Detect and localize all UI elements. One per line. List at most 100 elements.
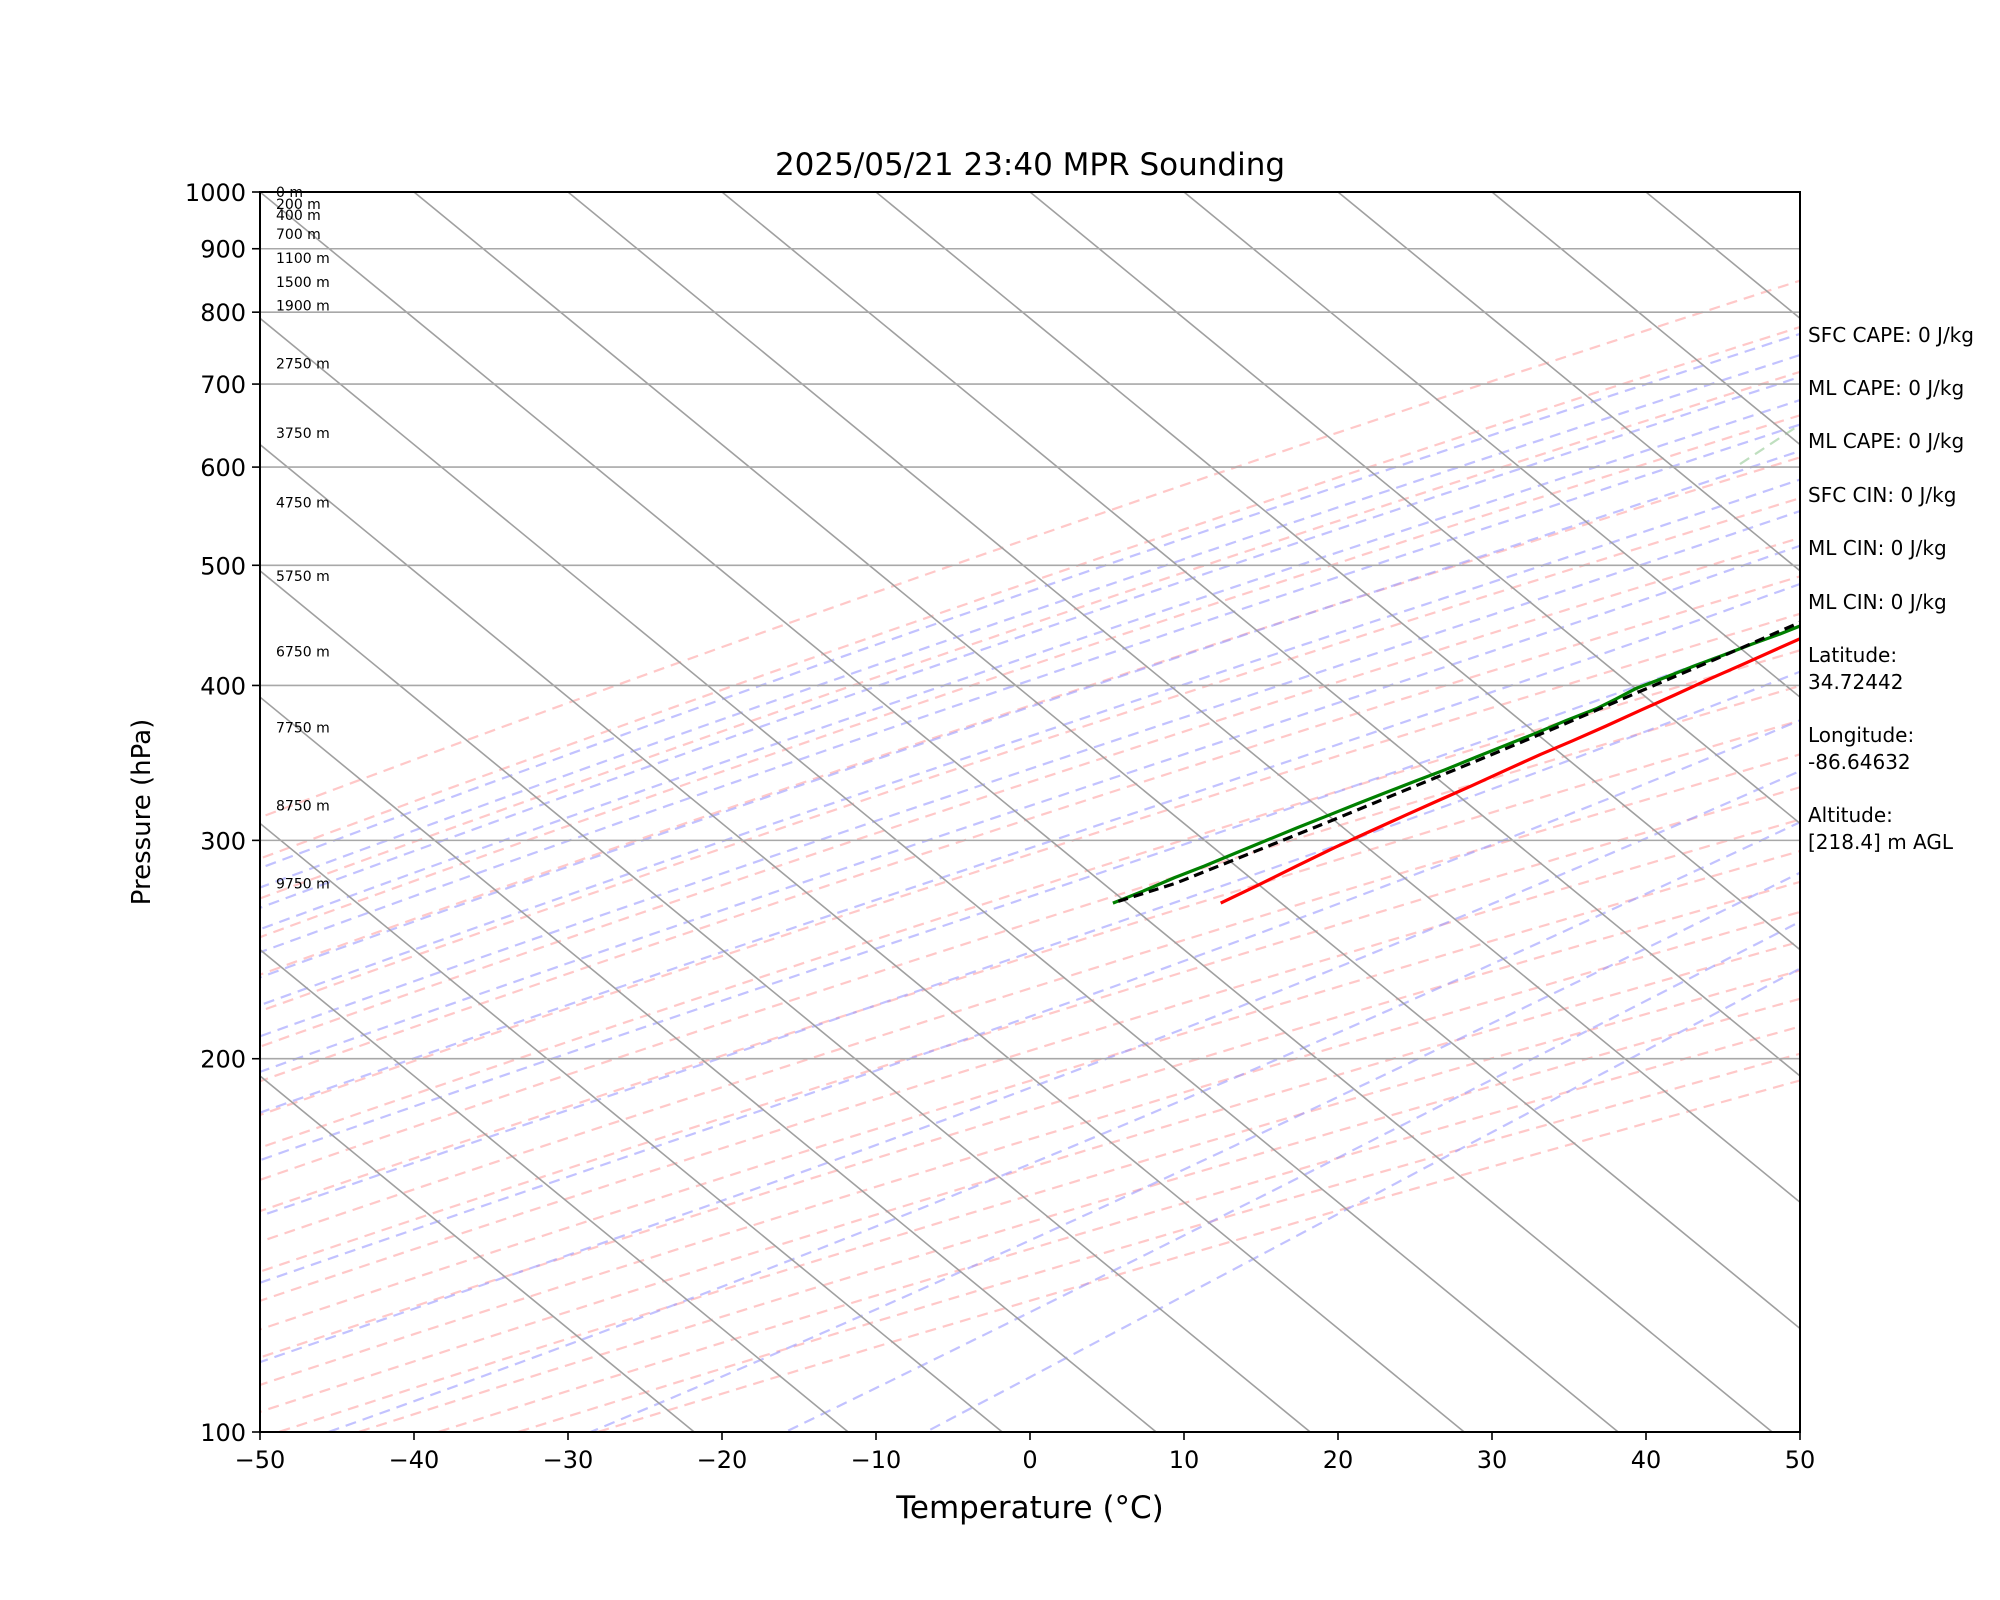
isotherm-line [260,822,1003,1432]
height-label: 2750 m [276,357,330,373]
x-tick-label: 0 [1022,1446,1037,1474]
index-entry: ML CAPE: 0 J/kg [1808,376,1965,400]
moist-adiabat-line [260,478,1800,1007]
dry-adiabat-line [260,456,1800,976]
isotherm-line [260,443,1465,1432]
moist-adiabat-line [260,332,1800,870]
moist-adiabat-line [260,769,1800,1364]
height-label: 9750 m [276,876,330,892]
index-entry: SFC CAPE: 0 J/kg [1808,323,1974,347]
height-label: 8750 m [276,799,330,815]
height-label: 200 m [276,197,321,213]
height-label: 7750 m [276,720,330,736]
height-label: 1900 m [276,298,330,314]
x-tick-label: 40 [1631,1446,1662,1474]
height-label: 5750 m [276,569,330,585]
y-tick-label: 1000 [185,179,246,207]
isotherm-line [567,192,1800,1204]
x-tick-label: −10 [851,1446,902,1474]
height-label: 400 m [276,208,321,224]
isotherm-line [1029,192,1800,825]
index-entry: Altitude: [218.4] m AGL [1808,803,1954,854]
isotherms [260,192,1800,1432]
isotherm-line [413,192,1800,1330]
y-axis-label: Pressure (hPa) [127,719,157,906]
series-line-2 [1112,620,1800,905]
index-entry: SFC CIN: 0 J/kg [1808,483,1957,507]
moist-adiabat-line [260,353,1800,889]
index-entry: ML CAPE: 0 J/kg [1808,429,1965,453]
dry-adiabat-line [260,575,1800,1083]
index-entry: ML CIN: 0 J/kg [1808,536,1947,560]
y-tick-label: 500 [200,552,246,580]
x-tick-label: −50 [235,1446,286,1474]
plot-frame [259,191,1801,1433]
moist-adiabat-line [260,582,1800,1114]
dry-adiabat-line [260,818,1800,1303]
isotherm-line [260,1074,695,1432]
isotherm-line [260,192,1773,1432]
index-entry: Latitude: 34.72442 [1808,643,1904,694]
y-tick-label: 200 [200,1046,246,1074]
y-axis-ticks: 100 200 300 400 500 600 700 800 900 1000 [185,179,260,1447]
dry-adiabat-line [260,786,1800,1273]
isotherm-line [260,696,1157,1432]
y-tick-label: 400 [200,672,246,700]
index-entry: ML CIN: 0 J/kg [1808,590,1947,614]
dry-adiabat-line [260,880,1800,1359]
isotherm-line [1491,192,1800,446]
isotherm-line [1337,192,1800,572]
isotherm-line [721,192,1800,1077]
x-tick-label: −30 [543,1446,594,1474]
dry-adiabat-line [278,969,1800,1432]
moist-adiabat-line [260,544,1800,1074]
dry-adiabat-line [260,414,1800,939]
height-label: 0 m [276,185,303,201]
dry-adiabat-line [260,719,1800,1213]
x-tick-label: 20 [1323,1446,1354,1474]
y-tick-label: 600 [200,454,246,482]
index-entry: Longitude: -86.64632 [1808,723,1915,774]
x-tick-label: −20 [697,1446,748,1474]
y-tick-label: 900 [200,236,246,264]
isotherm-line [260,317,1619,1432]
moist-adiabat-line [260,423,1800,954]
moist-adiabat-line [260,398,1800,931]
moist-adiabat-line [328,820,1800,1432]
height-label: 3750 m [276,426,330,442]
dry-adiabat-line [260,684,1800,1182]
height-label: 1100 m [276,251,330,267]
height-label: 700 m [276,227,321,243]
chart-title: 2025/05/21 23:40 MPR Sounding [775,147,1285,183]
moist-adiabat-line [260,509,1800,1038]
x-axis-label: Temperature (°C) [895,1490,1164,1526]
y-tick-label: 300 [200,827,246,855]
mixing-ratio-line [1976,192,2000,467]
x-tick-label: −40 [389,1446,440,1474]
dry-adiabat-line [260,910,1800,1387]
y-tick-label: 700 [200,371,246,399]
dry-adiabats [260,279,1800,1432]
height-label: 1500 m [276,275,330,291]
moist-adiabat-line [590,871,1800,1432]
isotherm-line [260,569,1311,1432]
isobars [260,247,1800,1060]
height-label: 6750 m [276,645,330,661]
moist-adiabat-line [260,670,1800,1218]
y-tick-label: 800 [200,299,246,327]
series-lines [1112,620,1800,905]
x-tick-label: 30 [1477,1446,1508,1474]
dry-adiabat-line [437,1025,1800,1432]
x-axis-ticks: −50 −40 −30 −20 −10 0 10 20 30 40 50 [235,1432,1816,1474]
series-line-1 [1112,624,1800,905]
isotherm-line [875,192,1800,951]
x-tick-label: 50 [1785,1446,1816,1474]
y-tick-label: 100 [200,1419,246,1447]
moist-adiabats [260,332,1800,1432]
series-line-0 [1220,637,1800,905]
x-tick-label: 10 [1169,1446,1200,1474]
dry-adiabat-line [260,279,1800,819]
isotherm-line [260,948,849,1432]
